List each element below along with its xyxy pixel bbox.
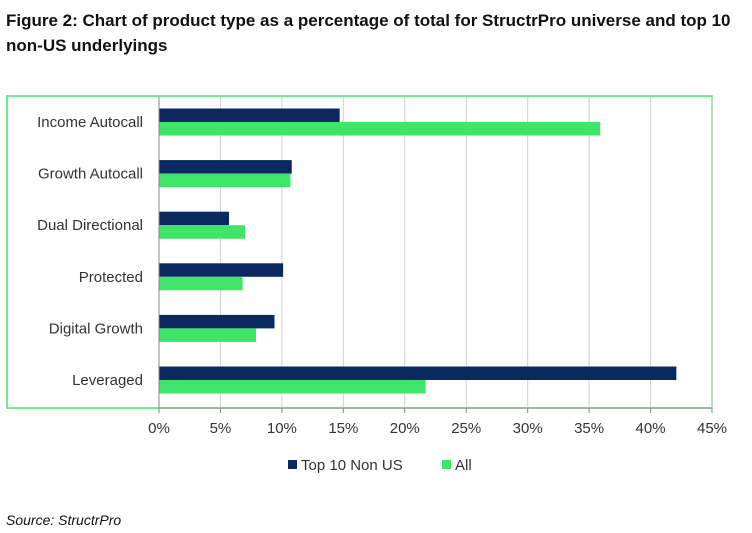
bars [159, 108, 677, 394]
bar-all-0 [159, 122, 601, 136]
x-tick-label-40: 40% [636, 420, 666, 437]
y-axis: Income Autocall Growth Autocall Dual Direc… [37, 97, 160, 408]
chart-border [6, 95, 713, 409]
legend-swatch-all [442, 460, 451, 469]
bar-all-5 [159, 380, 426, 394]
legend-label-all: All [455, 457, 472, 474]
x-tick-label-15: 15% [328, 420, 358, 437]
source-note: Source: StructrPro [6, 512, 122, 528]
category-label-2: Dual Directional [37, 217, 143, 234]
x-axis: 0% 5% 10% 15% 20% 25% 30% 35% 40% 45% [148, 407, 727, 437]
bar-top10-3 [159, 263, 284, 277]
bar-all-4 [159, 328, 257, 342]
bar-top10-2 [159, 211, 230, 226]
bar-top10-5 [159, 366, 677, 380]
figure-title: Figure 2: Chart of product type as a per… [6, 11, 731, 55]
x-tick-label-30: 30% [513, 420, 543, 437]
x-tick-label-0: 0% [148, 420, 170, 437]
bar-top10-1 [159, 160, 292, 174]
category-label-4: Digital Growth [49, 320, 143, 337]
bar-top10-4 [159, 314, 275, 329]
category-label-0: Income Autocall [37, 114, 143, 131]
bar-all-1 [159, 173, 291, 188]
grid-lines [219, 97, 713, 408]
category-label-1: Growth Autocall [38, 166, 143, 183]
x-tick-label-25: 25% [451, 420, 481, 437]
legend-label-top10: Top 10 Non US [301, 457, 403, 474]
bar-all-2 [159, 225, 246, 239]
legend: Top 10 Non US All [288, 457, 472, 474]
x-tick-label-45: 45% [697, 420, 727, 437]
category-label-3: Protected [79, 269, 143, 286]
bar-top10-0 [159, 108, 340, 122]
x-tick-label-10: 10% [267, 420, 297, 437]
legend-swatch-top10 [288, 460, 297, 469]
bar-all-3 [159, 276, 243, 291]
x-tick-label-35: 35% [574, 420, 604, 437]
x-tick-label-20: 20% [390, 420, 420, 437]
category-label-5: Leveraged [72, 372, 143, 389]
x-tick-label-5: 5% [210, 420, 232, 437]
